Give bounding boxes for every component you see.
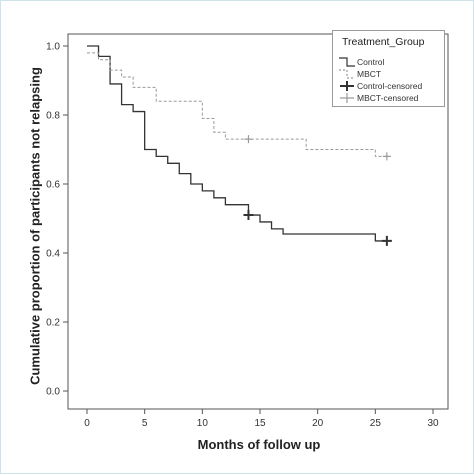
plot-area-border	[67, 33, 449, 410]
legend-light-plus-icon	[340, 93, 354, 103]
x-tick-label: 5	[142, 418, 148, 429]
legend-dashed-line-icon	[339, 69, 355, 79]
legend-label-mbct: MBCT	[357, 69, 382, 79]
legend-label-control: Control	[357, 57, 385, 67]
legend-label-control-censored: Control-censored	[357, 81, 423, 91]
x-tick-label: 30	[427, 418, 439, 429]
y-axis-label: Cumulative proportion of participants no…	[27, 67, 43, 385]
y-tick-label: 1.0	[46, 42, 60, 53]
legend-dark-plus-icon	[340, 81, 354, 91]
x-tick-label: 15	[254, 418, 266, 429]
legend-title: Treatment_Group	[342, 36, 425, 48]
legend-item-mbct: MBCT	[339, 68, 445, 80]
censor-marker-mbct-censored	[382, 152, 391, 161]
x-tick-label: 25	[370, 418, 382, 429]
legend-item-control: Control	[339, 56, 445, 68]
x-tick-label: 20	[312, 418, 324, 429]
censor-marker-control-censored	[381, 235, 392, 246]
series-line-control	[87, 45, 387, 242]
censor-marker-mbct-censored	[244, 135, 253, 144]
legend-solid-line-icon	[339, 57, 355, 67]
y-tick-label: 0.2	[46, 318, 60, 329]
x-axis-label: Months of follow up	[197, 437, 321, 452]
series-line-mbct	[87, 52, 387, 157]
x-tick-label: 10	[197, 418, 209, 429]
legend: Treatment_Group Control MBCT Control-cen…	[332, 30, 445, 107]
y-tick-label: 0.4	[46, 249, 60, 260]
legend-item-control-censored: Control-censored	[339, 80, 445, 92]
legend-item-mbct-censored: MBCT-censored	[339, 92, 445, 104]
y-tick-label: 0.8	[46, 111, 60, 122]
censor-marker-control-censored	[243, 210, 254, 221]
legend-label-mbct-censored: MBCT-censored	[357, 93, 419, 103]
y-tick-label: 0.0	[46, 387, 60, 398]
y-tick-label: 0.6	[46, 180, 60, 191]
x-tick-label: 0	[84, 418, 90, 429]
